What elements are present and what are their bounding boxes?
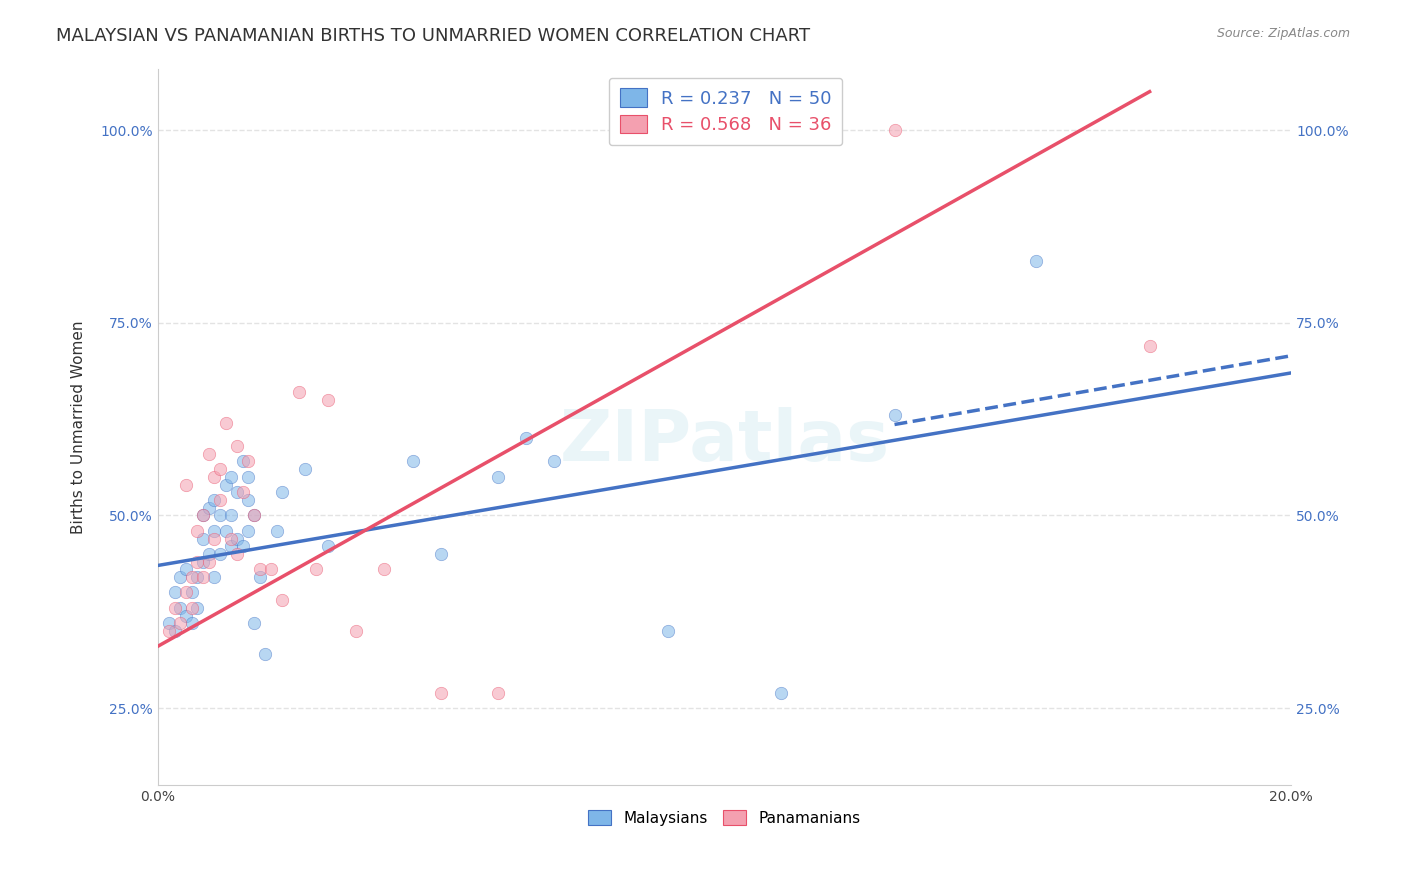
Point [260, 562, 283, 576]
Point [208, 462, 231, 476]
Point [430, 685, 453, 699]
Point [208, 547, 231, 561]
Point [163, 624, 186, 638]
Point [221, 532, 243, 546]
Point [254, 647, 277, 661]
Point [208, 493, 231, 508]
Text: ZIPatlas: ZIPatlas [560, 407, 890, 475]
Point [238, 524, 260, 538]
Point [180, 585, 202, 599]
Point [249, 570, 271, 584]
Point [1025, 254, 1047, 268]
Point [214, 524, 236, 538]
Point [157, 624, 180, 638]
Point [202, 493, 225, 508]
Point [202, 532, 225, 546]
Point [770, 685, 793, 699]
Point [174, 585, 197, 599]
Point [430, 547, 453, 561]
Point [169, 570, 191, 584]
Point [288, 385, 311, 400]
Point [271, 593, 294, 607]
Point [243, 508, 266, 523]
Point [243, 508, 266, 523]
Point [373, 562, 395, 576]
Point [214, 416, 236, 430]
Point [515, 431, 537, 445]
Point [221, 470, 243, 484]
Point [221, 539, 243, 553]
Point [226, 485, 249, 500]
Point [186, 555, 208, 569]
Point [163, 600, 186, 615]
Point [243, 616, 266, 631]
Point [238, 470, 260, 484]
Point [486, 470, 509, 484]
Point [232, 539, 254, 553]
Point [883, 123, 905, 137]
Point [191, 508, 214, 523]
Point [883, 409, 905, 423]
Point [186, 600, 208, 615]
Point [202, 570, 225, 584]
Text: Source: ZipAtlas.com: Source: ZipAtlas.com [1216, 27, 1350, 40]
Point [208, 508, 231, 523]
Point [197, 447, 219, 461]
Point [180, 616, 202, 631]
Point [305, 562, 328, 576]
Point [226, 547, 249, 561]
Point [1139, 339, 1161, 353]
Point [238, 493, 260, 508]
Point [402, 454, 425, 468]
Point [197, 555, 219, 569]
Point [232, 485, 254, 500]
Point [657, 624, 679, 638]
Point [186, 570, 208, 584]
Point [174, 477, 197, 491]
Point [294, 462, 316, 476]
Point [197, 500, 219, 515]
Point [226, 439, 249, 453]
Point [214, 477, 236, 491]
Point [191, 508, 214, 523]
Point [232, 454, 254, 468]
Text: MALAYSIAN VS PANAMANIAN BIRTHS TO UNMARRIED WOMEN CORRELATION CHART: MALAYSIAN VS PANAMANIAN BIRTHS TO UNMARR… [56, 27, 810, 45]
Point [238, 454, 260, 468]
Point [180, 570, 202, 584]
Point [543, 454, 565, 468]
Point [266, 524, 288, 538]
Point [157, 616, 180, 631]
Point [180, 600, 202, 615]
Point [316, 392, 339, 407]
Y-axis label: Births to Unmarried Women: Births to Unmarried Women [72, 320, 86, 533]
Point [226, 532, 249, 546]
Point [191, 555, 214, 569]
Point [197, 547, 219, 561]
Point [202, 470, 225, 484]
Point [169, 600, 191, 615]
Point [221, 508, 243, 523]
Point [163, 585, 186, 599]
Point [174, 562, 197, 576]
Point [344, 624, 367, 638]
Point [202, 524, 225, 538]
Point [186, 524, 208, 538]
Point [271, 485, 294, 500]
Point [316, 539, 339, 553]
Point [191, 532, 214, 546]
Point [169, 616, 191, 631]
Legend: Malaysians, Panamanians: Malaysians, Panamanians [579, 800, 870, 835]
Point [191, 570, 214, 584]
Point [174, 608, 197, 623]
Point [249, 562, 271, 576]
Point [486, 685, 509, 699]
